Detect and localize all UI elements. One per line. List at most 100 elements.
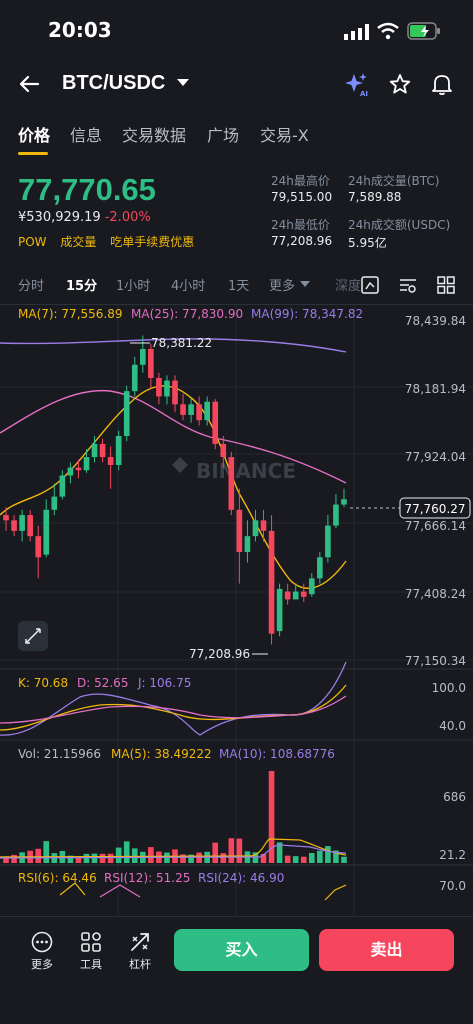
kdj-d-label: D: 52.65 xyxy=(77,676,128,690)
vol-axis-top: 686 xyxy=(443,790,466,804)
interval-1h[interactable]: 1小时 xyxy=(116,279,151,294)
candle-body xyxy=(107,457,114,465)
active-tab-indicator xyxy=(18,152,48,155)
ma7-label: MA(7): 77,556.89 xyxy=(18,307,123,321)
candle-body xyxy=(204,401,211,421)
trading-pair-title[interactable]: BTC/USDC xyxy=(62,72,166,94)
last-price: 77,770.65 xyxy=(18,172,156,207)
kdj-j-label: J: 106.75 xyxy=(137,676,191,690)
ai-sparkle-icon[interactable]: AI xyxy=(344,72,370,98)
rsi6-line xyxy=(59,882,86,896)
more-dots-icon xyxy=(31,931,53,953)
candle-body xyxy=(67,467,74,476)
candle-body xyxy=(172,380,178,405)
bell-icon[interactable] xyxy=(431,73,453,95)
candle-body xyxy=(212,401,219,444)
back-arrow-icon[interactable] xyxy=(18,74,42,94)
tag-fee-discount[interactable]: 吃单手续费优惠 xyxy=(110,235,195,249)
kdj-j-line xyxy=(0,661,347,736)
candle-body xyxy=(284,591,291,600)
more-button[interactable]: 更多 xyxy=(22,931,62,972)
grid-layout-icon[interactable] xyxy=(437,276,455,294)
tools-button[interactable]: 工具 xyxy=(71,931,111,972)
candle-body xyxy=(268,530,275,634)
volume-bar xyxy=(107,853,114,863)
volume-bar xyxy=(308,853,315,863)
kdj-d-line xyxy=(0,695,347,724)
binance-logo-icon xyxy=(172,457,188,473)
axis-price-5: 77,408.24 xyxy=(405,587,466,601)
tag-pow[interactable]: POW xyxy=(18,235,47,249)
tab-square[interactable]: 广场 xyxy=(207,126,240,145)
low-value: 77,208.96 xyxy=(271,234,333,248)
volume-bar xyxy=(188,854,194,863)
chevron-down-icon[interactable] xyxy=(177,79,189,87)
interval-1d[interactable]: 1天 xyxy=(228,279,250,294)
volume-bar xyxy=(75,857,82,863)
volume-bar xyxy=(341,856,347,863)
kline-chart[interactable]: BINANCE MA(7): 77,556.89 MA(25): 77,830.… xyxy=(0,305,473,916)
sell-button[interactable]: 卖出 xyxy=(319,929,454,971)
indicator-icon[interactable] xyxy=(399,276,417,294)
candle-body xyxy=(180,404,186,415)
volume-bar xyxy=(35,848,42,863)
vol-axis-bottom: 21.2 xyxy=(439,848,466,862)
section-tabs: 价格 信息 交易数据 广场 交易-X xyxy=(0,120,473,160)
candle-body xyxy=(43,509,50,555)
axis-price-1: 78,439.84 xyxy=(405,314,466,328)
candle-body xyxy=(35,536,42,558)
volume-bar xyxy=(333,850,339,863)
volume-bar xyxy=(91,853,98,863)
axis-price-3: 77,924.04 xyxy=(405,450,466,464)
interval-time[interactable]: 分时 xyxy=(18,279,45,294)
vol-btc-value: 7,589.88 xyxy=(348,190,402,204)
tab-trade-x[interactable]: 交易-X xyxy=(260,126,309,145)
vol-label: Vol: 21.15966 xyxy=(18,747,101,761)
axis-price-2: 78,181.94 xyxy=(405,382,466,396)
candle-body xyxy=(59,475,66,497)
buy-button[interactable]: 买入 xyxy=(174,929,309,971)
interval-4h[interactable]: 4小时 xyxy=(171,279,206,294)
current-price-tag-box xyxy=(399,497,471,519)
tab-info[interactable]: 信息 xyxy=(70,126,103,145)
tab-price[interactable]: 价格 xyxy=(18,126,51,145)
candle-body xyxy=(139,348,146,365)
candle-body xyxy=(27,515,33,537)
volume-bar xyxy=(212,842,219,863)
candle-body xyxy=(236,509,243,552)
volume-bar xyxy=(115,847,122,863)
tag-volume[interactable]: 成交量 xyxy=(60,235,97,249)
interval-bar: 分时 15分 1小时 4小时 1天 更多 深度 xyxy=(0,273,473,297)
bottom-action-bar: 更多 工具 杠杆 买入 卖出 xyxy=(0,916,473,1024)
volume-bar xyxy=(43,841,50,863)
candle-body xyxy=(131,364,138,392)
volume-bar xyxy=(236,838,243,863)
tab-trading-data[interactable]: 交易数据 xyxy=(122,126,187,145)
interval-more[interactable]: 更多 xyxy=(269,279,296,294)
candle-body xyxy=(308,578,315,595)
tools-grid-icon xyxy=(81,932,101,952)
chart-settings-icon[interactable] xyxy=(361,276,379,294)
volume-bars xyxy=(3,771,347,863)
candle-body xyxy=(99,443,106,458)
leverage-button[interactable]: 杠杆 xyxy=(120,931,160,972)
tag-row: POW 成交量 吃单手续费优惠 xyxy=(18,233,204,250)
candle-body xyxy=(300,591,307,597)
high-label: 24h最高价 xyxy=(271,174,330,188)
star-icon[interactable] xyxy=(389,73,411,95)
more-label: 更多 xyxy=(31,958,53,971)
ma99-label: MA(99): 78,347.82 xyxy=(251,307,363,321)
current-price-tag: 77,760.27 xyxy=(404,502,465,516)
candle-body xyxy=(188,404,194,415)
volume-bar xyxy=(123,841,130,863)
rsi6-label: RSI(6): 64.46 xyxy=(18,871,97,885)
interval-15m[interactable]: 15分 xyxy=(66,279,98,294)
leverage-icon xyxy=(131,933,149,951)
interval-depth[interactable]: 深度 xyxy=(335,279,362,294)
volume-bar xyxy=(325,846,331,863)
candle-body xyxy=(317,557,323,579)
status-bar: 20:03 xyxy=(0,0,473,60)
rsi6-line-right xyxy=(324,884,347,901)
candle-body xyxy=(228,457,235,510)
expand-icon[interactable] xyxy=(25,628,41,644)
